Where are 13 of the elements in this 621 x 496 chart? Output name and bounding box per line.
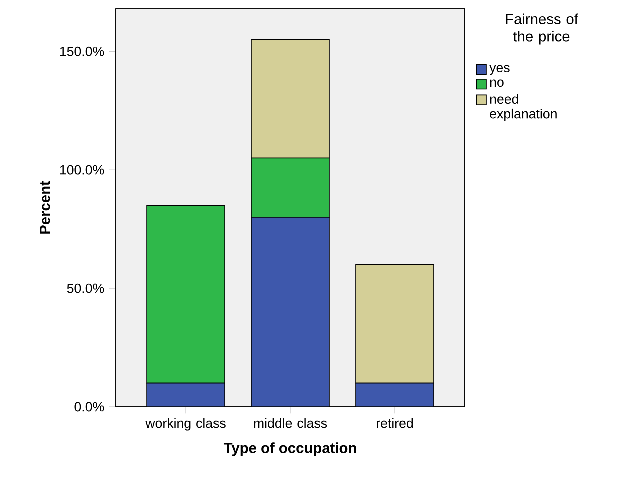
y-tick-label: 50.0%	[67, 284, 104, 294]
legend-label: need explanation	[490, 94, 557, 122]
y-tick-label: 150.0%	[60, 46, 104, 56]
x-tick-label: working class	[146, 418, 226, 431]
y-tick-label: 100.0%	[60, 165, 104, 175]
legend-label: yes	[490, 65, 510, 76]
y-axis-title: Percent	[40, 181, 50, 234]
legend-label: no	[490, 80, 504, 88]
legend-title: Fairness of the price	[506, 14, 578, 45]
y-tick-label: 0.0%	[74, 402, 104, 412]
x-tick-label: retired	[376, 418, 414, 428]
x-axis-title: Type of occupation	[224, 442, 356, 456]
x-tick-label: middle class	[254, 418, 328, 428]
